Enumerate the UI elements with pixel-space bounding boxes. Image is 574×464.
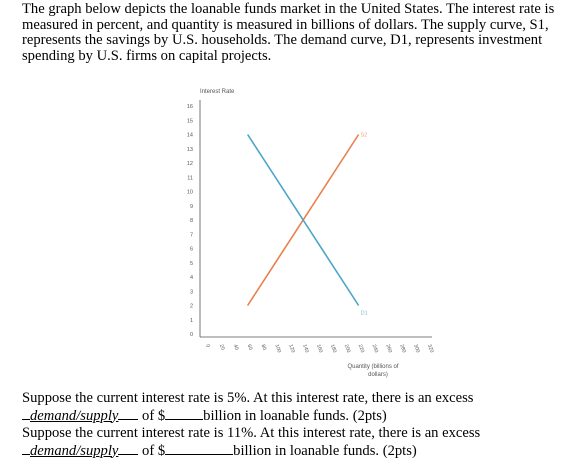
x-axis-label-line1: Quantity (billions of [347, 364, 398, 370]
question-2-prompt: Suppose the current interest rate is 11%… [22, 425, 481, 441]
y-tick-label: 1 [190, 318, 193, 324]
y-tick-label: 7 [190, 232, 193, 238]
question-1-suffix: billion in loanable funds. (2pts) [203, 407, 387, 424]
x-tick-label: 200 [343, 344, 352, 354]
question-2: Suppose the current interest rate is 11%… [22, 425, 574, 460]
y-tick-label: 5 [190, 261, 193, 267]
question-2-amount-blank[interactable] [165, 442, 234, 455]
x-tick-label: 40 [232, 344, 240, 351]
y-tick-label: 9 [190, 204, 193, 210]
question-1-answer-line: demand/supply of $ billion in loanable fu… [22, 407, 574, 425]
question-2-answer-line: demand/supply of $ billion in loanable fu… [22, 442, 574, 460]
x-tick-label: 300 [412, 344, 421, 354]
y-tick-label: 12 [187, 161, 193, 167]
x-tick-label: 320 [426, 344, 435, 354]
x-tick-label: 280 [398, 344, 407, 354]
y-tick-label: 0 [190, 332, 193, 338]
x-axis-label-line2: dollars) [368, 372, 388, 378]
intro-paragraph: The graph below depicts the loanable fun… [22, 1, 555, 64]
question-2-suffix: billion in loanable funds. (2pts) [233, 442, 417, 459]
x-tick-label: 260 [384, 344, 393, 354]
y-tick-label: 6 [190, 247, 193, 253]
x-tick-label: 60 [246, 344, 254, 351]
x-tick-label: 160 [315, 344, 324, 354]
x-tick-label: 20 [218, 344, 226, 351]
series-label-s2: S2 [361, 133, 368, 139]
y-tick-label: 8 [190, 218, 193, 224]
y-tick-label: 15 [187, 118, 193, 124]
y-tick-label: 2 [190, 304, 193, 310]
y-tick-label: 4 [190, 275, 193, 281]
answer-blank-tail[interactable] [118, 442, 139, 455]
y-tick-label: 16 [187, 104, 193, 110]
answer-blank-tail[interactable] [118, 407, 139, 420]
x-tick-label: 0 [204, 344, 211, 349]
loanable-funds-chart: Interest Rate 0 1 2 3 4 5 6 7 8 9 10 11 12 13 14 15 16 0… [170, 82, 440, 387]
x-tick-label: 100 [273, 344, 282, 354]
question-2-of: of $ [142, 442, 166, 459]
series-line-d1 [246, 134, 360, 306]
answer-blank-lead[interactable] [22, 442, 30, 455]
question-1-amount-blank[interactable] [165, 407, 204, 420]
x-tick-label: 220 [357, 344, 366, 354]
question-1-prompt: Suppose the current interest rate is 5%.… [22, 390, 474, 406]
answer-blank-lead[interactable] [22, 407, 30, 420]
y-axis-label: Interest Rate [200, 89, 235, 95]
y-tick-label: 3 [190, 289, 193, 295]
question-1-of: of $ [142, 407, 166, 424]
x-tick-label: 120 [287, 344, 296, 354]
question-1-answer[interactable]: demand/supply [30, 407, 119, 424]
x-tick-label: 140 [301, 344, 310, 354]
x-tick-label: 80 [260, 344, 268, 351]
y-tick-label: 10 [187, 190, 193, 196]
x-tick-label: 240 [371, 344, 380, 354]
y-tick-label: 13 [187, 147, 193, 153]
question-1: Suppose the current interest rate is 5%.… [22, 390, 574, 425]
y-tick-label: 14 [187, 133, 193, 139]
y-tick-label: 11 [187, 175, 193, 181]
series-label-d1: D1 [361, 311, 368, 317]
x-tick-label: 180 [329, 344, 338, 354]
question-2-answer[interactable]: demand/supply [30, 442, 119, 459]
